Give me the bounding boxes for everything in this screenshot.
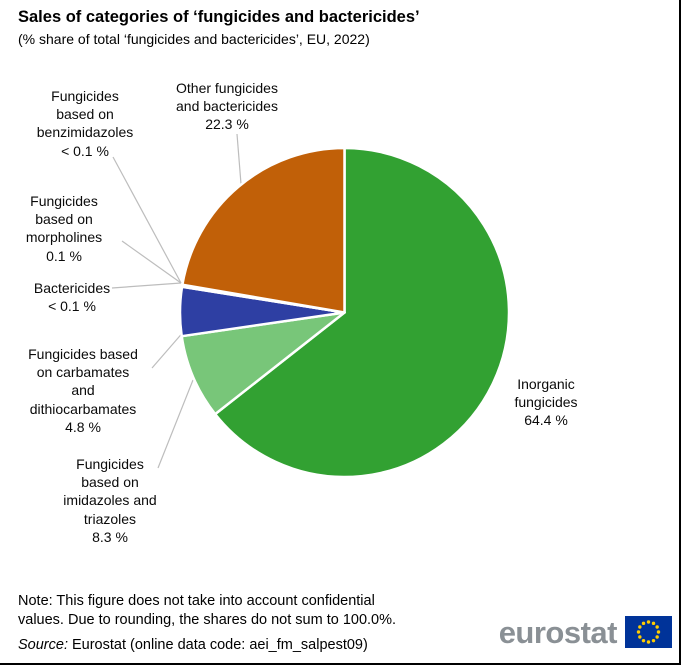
- figure-title: Sales of categories of ‘fungicides and b…: [18, 8, 420, 26]
- eu-flag-icon: [625, 616, 672, 648]
- eu-flag-star: [646, 620, 651, 624]
- source-label: Source:: [18, 637, 68, 653]
- eu-flag-star: [641, 621, 646, 626]
- leader-line: [111, 282, 182, 289]
- pie-slice-other: [181, 146, 346, 314]
- pie-slices: [178, 146, 511, 479]
- eurostat-logo: eurostat: [499, 616, 672, 648]
- callout-inorganic-fungicides: Inorganic fungicides 64.4 %: [514, 376, 578, 429]
- leader-line: [121, 240, 182, 284]
- eu-flag-star: [638, 635, 642, 639]
- figure-note: Note: This figure does not take into acc…: [18, 593, 397, 628]
- callout-bactericides: Bactericides < 0.1 %: [33, 280, 111, 315]
- callout-other-fungicides-bactericides: Other fungicides and bactericides 22.3 %: [176, 80, 278, 133]
- eu-flag-star: [636, 630, 641, 634]
- callout-fungicides-morpholines: Fungicides based on morpholines 0.1 %: [25, 193, 103, 264]
- pie-slice-inorganic: [213, 146, 511, 479]
- eu-flag-star: [656, 630, 661, 634]
- source-text: Eurostat (online data code: aei_fm_salpe…: [71, 637, 368, 653]
- eu-flag-star: [646, 640, 651, 644]
- eu-flag-star: [641, 638, 646, 643]
- eu-flag-star: [655, 635, 659, 639]
- leader-line: [151, 329, 186, 369]
- eu-flag-star: [651, 638, 656, 643]
- eurostat-logo-text: eurostat: [498, 614, 618, 650]
- figure-source: Source: Eurostat (online data code: aei_f…: [18, 637, 368, 653]
- leader-line: [157, 379, 194, 469]
- figure-subtitle: (% share of total ‘fungicides and bacter…: [18, 31, 370, 47]
- callout-fungicides-carbamates-dithiocarbamates: Fungicides based on carbamates and dithi…: [28, 346, 138, 435]
- leader-line: [112, 156, 182, 284]
- eu-flag-star: [651, 621, 656, 626]
- leader-lines: [111, 133, 242, 469]
- leader-line: [236, 133, 242, 185]
- callout-fungicides-benzimidazoles: Fungicides based on benzimidazoles < 0.1…: [36, 88, 134, 159]
- pie-slice-imidazoles: [180, 311, 346, 416]
- eu-flag-star: [638, 625, 642, 629]
- callout-fungicides-imidazoles-triazoles: Fungicides based on imidazoles and triaz…: [63, 456, 157, 545]
- eu-flag-star: [655, 625, 659, 629]
